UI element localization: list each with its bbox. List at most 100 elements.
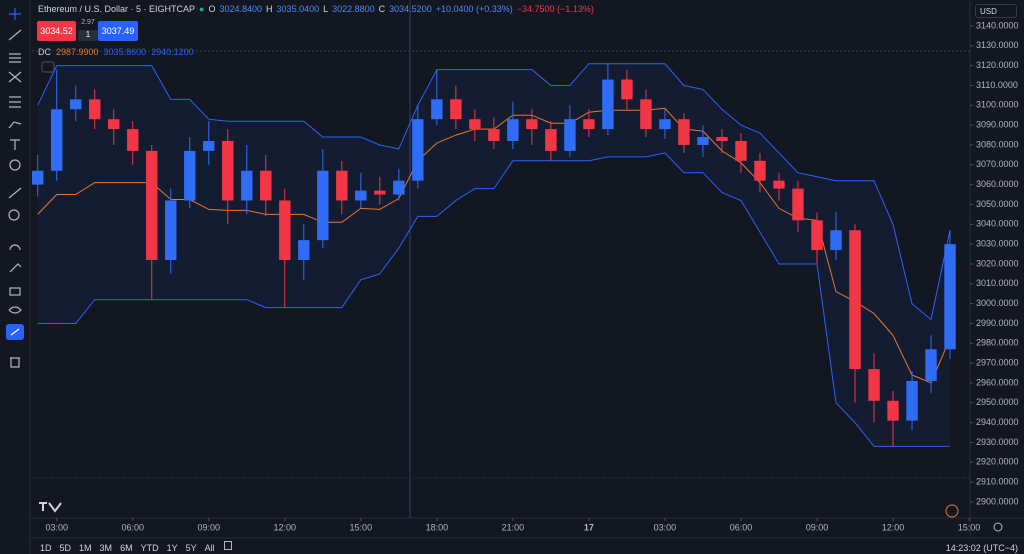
candle-body (564, 119, 576, 151)
l-value: 3022.8800 (332, 4, 375, 14)
date-range-icon[interactable] (224, 541, 232, 550)
h-label: H (266, 4, 273, 14)
candle-body (89, 99, 101, 120)
timeframe-button[interactable]: 5Y (185, 543, 197, 553)
candle-body (165, 200, 177, 260)
timeframe-button[interactable]: 1Y (166, 543, 178, 553)
indicator-name[interactable]: DC (38, 47, 51, 57)
candle-body (507, 119, 519, 142)
candle-body (260, 170, 272, 201)
y-tick-label: 3020.0000 (976, 258, 1019, 268)
channel-lower (37, 152, 950, 447)
candle-body (450, 99, 462, 120)
candle-body (526, 119, 538, 130)
y-tick-label: 3060.0000 (976, 179, 1019, 189)
y-tick-label: 3090.0000 (976, 120, 1019, 130)
x-tick-label: 17 (584, 522, 594, 532)
candle-body (697, 137, 709, 145)
candle-body (70, 99, 82, 110)
timeframe-button[interactable]: 5D (59, 543, 72, 553)
candle-body (830, 230, 842, 251)
candle-body (127, 129, 139, 151)
timeframe-button[interactable]: YTD (140, 543, 159, 553)
y-tick-label: 2950.0000 (976, 397, 1019, 407)
symbol[interactable]: Ethereum / U.S. Dollar · 5 · EIGHTCAP (38, 4, 196, 14)
timeframe-button[interactable]: 3M (99, 543, 113, 553)
y-tick-label: 3000.0000 (976, 298, 1019, 308)
timeframe-button[interactable]: 1D (40, 543, 52, 553)
settings-icon[interactable] (993, 522, 1003, 532)
y-tick-label: 3030.0000 (976, 239, 1019, 249)
y-tick-label: 2910.0000 (976, 476, 1019, 486)
candle-body (602, 79, 614, 130)
candle-body (925, 349, 937, 381)
candle-body (678, 119, 690, 145)
candle-body (184, 150, 196, 201)
clock: 14:23:02 (UTC−4) (945, 543, 1018, 553)
candle-body (412, 119, 424, 181)
x-tick-label: 12:00 (882, 522, 905, 532)
y-tick-label: 3120.0000 (976, 60, 1019, 70)
x-tick-label: 06:00 (730, 522, 753, 532)
candle-body (545, 129, 557, 151)
candle-body (108, 119, 120, 130)
x-tick-label: 03:00 (45, 522, 68, 532)
timeframe-button[interactable]: 6M (120, 543, 133, 553)
y-tick-label: 2960.0000 (976, 377, 1019, 387)
candle-body (32, 170, 44, 185)
candle-body (317, 170, 329, 241)
quantity[interactable]: 1 (78, 30, 98, 41)
candle-body (944, 244, 956, 350)
o-label: O (208, 4, 216, 14)
x-tick-label: 12:00 (274, 522, 297, 532)
buy-button[interactable]: 3037.49 (98, 21, 138, 41)
candle-body (716, 137, 728, 142)
y-tick-label: 3050.0000 (976, 199, 1019, 209)
candle-body (146, 150, 158, 260)
y-tick-label: 2900.0000 (976, 496, 1019, 506)
symbol-header: Ethereum / U.S. Dollar · 5 · EIGHTCAP ● … (38, 4, 594, 14)
currency-select[interactable]: USD (975, 4, 1017, 18)
candle-body (621, 79, 633, 100)
timeframe-button[interactable]: All (204, 543, 215, 553)
y-tick-label: 2980.0000 (976, 338, 1019, 348)
candle-body (754, 160, 766, 181)
candle-body (222, 141, 234, 201)
candle-body (792, 188, 804, 221)
candle-body (773, 180, 785, 189)
change: +10.0400 (+0.33%) (435, 4, 513, 14)
y-tick-label: 2970.0000 (976, 357, 1019, 367)
candle-body (374, 190, 386, 195)
candle-body (51, 109, 63, 171)
y-tick-label: 3010.0000 (976, 278, 1019, 288)
x-tick-label: 09:00 (198, 522, 221, 532)
timeframe-bar: 1D 5D 1M 3M 6M YTD 1Y 5Y All (40, 543, 215, 553)
dc-upper: 3035.8600 (103, 47, 147, 57)
c-label: C (378, 4, 386, 14)
y-tick-label: 2920.0000 (976, 457, 1019, 467)
y-tick-label: 3140.0000 (976, 20, 1019, 30)
candle-body (469, 119, 481, 130)
c-value: 3034.5200 (389, 4, 432, 14)
spread: 2.97 (81, 19, 95, 26)
indicator-legend: DC 2987.9900 3035.8600 2940.1200 (38, 47, 194, 57)
sell-button[interactable]: 3034.52 (37, 21, 76, 41)
collapse-button[interactable] (41, 61, 55, 73)
candle-body (735, 141, 747, 161)
x-tick-label: 18:00 (426, 522, 449, 532)
y-tick-label: 2930.0000 (976, 437, 1019, 447)
candle-body (811, 220, 823, 251)
x-tick-label: 21:00 (502, 522, 525, 532)
candle-body (659, 119, 671, 130)
timeframe-button[interactable]: 1M (79, 543, 92, 553)
candle-body (298, 240, 310, 260)
x-tick-label: 06:00 (121, 522, 144, 532)
dc-lower: 2940.1200 (151, 47, 194, 57)
candle-body (868, 369, 880, 401)
y-tick-label: 2990.0000 (976, 318, 1019, 328)
candle-body (849, 230, 861, 370)
alert-icon[interactable] (945, 504, 959, 518)
candle-body (241, 170, 253, 201)
y-tick-label: 3130.0000 (976, 40, 1019, 50)
